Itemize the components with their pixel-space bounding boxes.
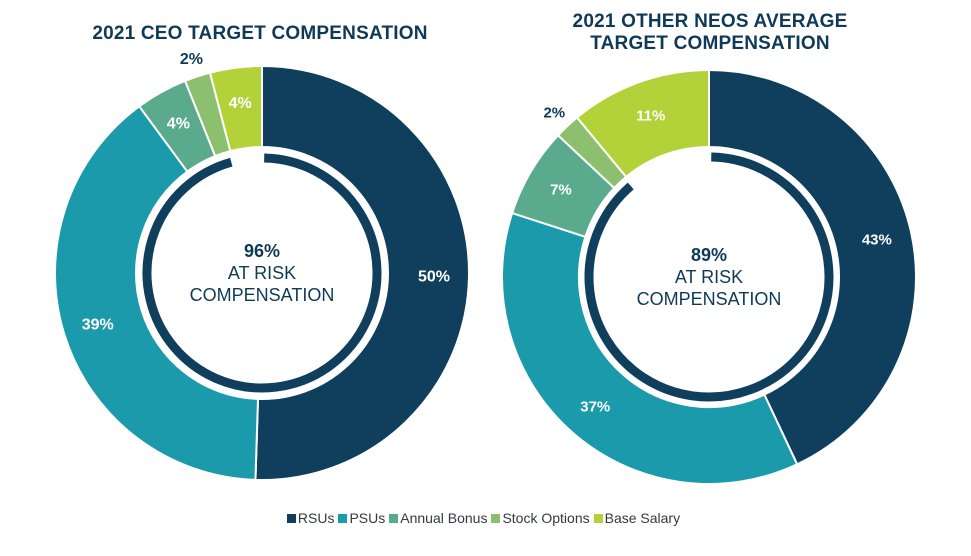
neos-slice-label-base-salary: 11%: [636, 107, 665, 124]
legend-swatch-rsus: [286, 513, 296, 523]
ceo-slice-label-rsus: 50%: [418, 268, 450, 285]
neos-chart-title-line1: 2021 OTHER NEOS AVERAGE: [572, 11, 848, 32]
ceo-slice-label-psus: 39%: [82, 317, 114, 334]
ceo-slice-rsus: [254, 64, 470, 481]
legend-label-rsus: RSUs: [297, 510, 335, 526]
legend-label-base-salary: Base Salary: [604, 510, 681, 526]
legend-item-psus: PSUs: [338, 510, 385, 526]
ceo-slice-label-stock-options: 2%: [180, 51, 203, 68]
legend-swatch-base-salary: [593, 513, 603, 523]
neos-slice-rsus: [708, 68, 917, 466]
ceo-slice-psus: [54, 104, 260, 481]
legend-item-stock-options: Stock Options: [491, 510, 590, 526]
neos-at-risk-ring: [584, 152, 834, 402]
legend-item-annual-bonus: Annual Bonus: [389, 510, 487, 526]
legend-label-stock-options: Stock Options: [502, 510, 590, 526]
neos-slice-label-psus: 37%: [580, 398, 610, 415]
chart-legend: RSUs PSUs Annual Bonus Stock Options Base Sa…: [0, 510, 971, 526]
ceo-center-line1: AT RISK: [228, 263, 296, 283]
neos-slice-psus: [501, 211, 799, 485]
neos-slice-label-stock-options: 2%: [543, 105, 565, 122]
neos-center-line2: COMPENSATION: [637, 289, 782, 309]
ceo-slice-base-salary: [208, 64, 263, 153]
ceo-center-line2: COMPENSATION: [190, 285, 335, 305]
legend-swatch-annual-bonus: [389, 513, 399, 523]
ceo-chart-title: 2021 CEO TARGET COMPENSATION: [92, 23, 428, 44]
ceo-slice-label-annual-bonus: 4%: [167, 115, 190, 132]
legend-item-base-salary: Base Salary: [593, 510, 681, 526]
neos-slice-label-annual-bonus: 7%: [550, 182, 572, 199]
legend-item-rsus: RSUs: [286, 510, 335, 526]
neos-chart-title-line2: TARGET COMPENSATION: [590, 33, 830, 54]
neos-slice-base-salary: [575, 68, 710, 179]
ceo-slice-label-base-salary: 4%: [229, 95, 252, 112]
legend-swatch-psus: [338, 513, 348, 523]
ceo-center-value: 96%: [244, 241, 280, 261]
ceo-at-risk-ring: [142, 153, 382, 393]
legend-label-psus: PSUs: [349, 510, 386, 526]
legend-label-annual-bonus: Annual Bonus: [400, 510, 488, 526]
neos-center-value: 89%: [691, 245, 727, 265]
neos-chart-title: 2021 OTHER NEOS AVERAGE TARGET COMPENSAT…: [500, 11, 920, 55]
neos-center-line1: AT RISK: [675, 267, 743, 287]
neos-slice-label-rsus: 43%: [862, 232, 892, 249]
legend-swatch-stock-options: [491, 513, 501, 523]
